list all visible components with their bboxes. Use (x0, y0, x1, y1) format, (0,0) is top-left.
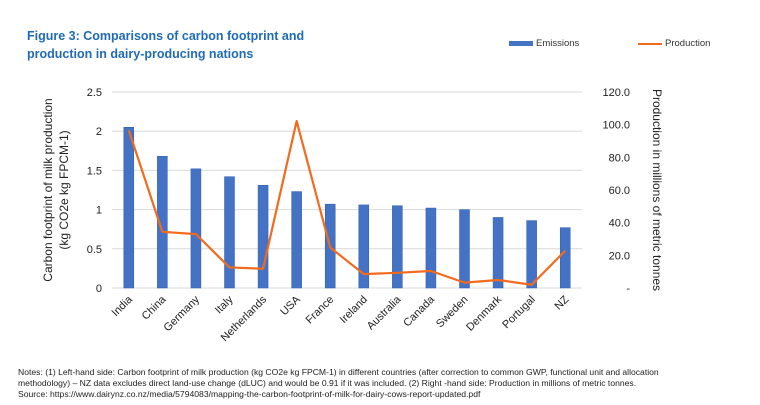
x-tick-label: NZ (552, 293, 571, 312)
notes-line-1: Notes: (1) Left-hand side: Carbon footpr… (18, 367, 659, 377)
y2-tick-label: 60.0 (609, 185, 630, 197)
bar-canada (425, 207, 437, 289)
x-tick-label: Portugal (500, 294, 537, 331)
bar-netherlands (257, 185, 269, 289)
bar-germany (190, 168, 202, 289)
x-tick-label: France (304, 294, 337, 327)
y-axis-title-line2: (kg CO2e kg FPCM-1) (57, 130, 71, 249)
x-tick-label: Germany (162, 293, 203, 334)
y2-tick-label: - (626, 283, 630, 295)
bar-india (123, 127, 135, 289)
bar-ireland (358, 204, 370, 289)
legend-production: Production (638, 38, 710, 49)
y-axis-title-line1: Carbon footprint of milk production (41, 98, 55, 281)
y-tick-label: 1.5 (87, 165, 102, 177)
chart-svg: 0 0.5 1 1.5 2 2.5 - 20.0 40.0 60.0 80.0 100.0 120.0 I… (41, 87, 664, 344)
bar-nz (559, 227, 571, 289)
x-tick-label: Italy (213, 293, 236, 316)
y-tick-label: 0.5 (87, 244, 102, 256)
chart-title: Figure 3: Comparisons of carbon footprin… (27, 29, 305, 61)
legend-production-label: Production (665, 38, 711, 49)
x-tick-label: Ireland (338, 294, 370, 326)
legend-emissions-label: Emissions (536, 38, 580, 49)
y2-tick-label: 100.0 (602, 120, 630, 132)
y2-tick-label: 20.0 (609, 250, 630, 262)
bar-portugal (526, 220, 537, 289)
x-tick-label: Australia (365, 293, 404, 332)
y-tick-label: 0 (96, 283, 102, 295)
x-tick-label: Canada (401, 293, 437, 329)
y-tick-label: 1 (96, 205, 102, 217)
y-tick-label: 2 (96, 126, 102, 138)
production-line (127, 119, 566, 286)
legend-emissions-swatch (509, 41, 533, 46)
bar-denmark (492, 217, 504, 289)
bar-australia (392, 205, 403, 289)
bar-usa (291, 191, 302, 289)
y2-tick-label: 120.0 (602, 87, 630, 99)
y2-tick-label: 40.0 (609, 218, 630, 230)
y2-axis-title: Production in millions of metric tonnes (650, 89, 664, 291)
chart-notes: Notes: (1) Left-hand side: Carbon footpr… (18, 367, 758, 401)
x-tick-label: India (110, 293, 136, 319)
y-tick-label: 2.5 (87, 87, 102, 99)
y2-tick-label: 80.0 (609, 152, 630, 164)
legend-production-swatch (638, 42, 662, 45)
x-tick-label: China (140, 293, 169, 322)
bar-china (157, 156, 168, 289)
notes-line-2: methodology) – NZ data excludes direct l… (18, 378, 637, 389)
x-tick-label: Denmark (464, 293, 504, 333)
bar-italy (224, 176, 235, 289)
notes-source: Source: https://www.dairynz.co.nz/media/… (18, 389, 481, 400)
x-tick-label: USA (278, 293, 303, 318)
bar-sweden (459, 209, 470, 289)
legend-emissions: Emissions (509, 38, 579, 49)
